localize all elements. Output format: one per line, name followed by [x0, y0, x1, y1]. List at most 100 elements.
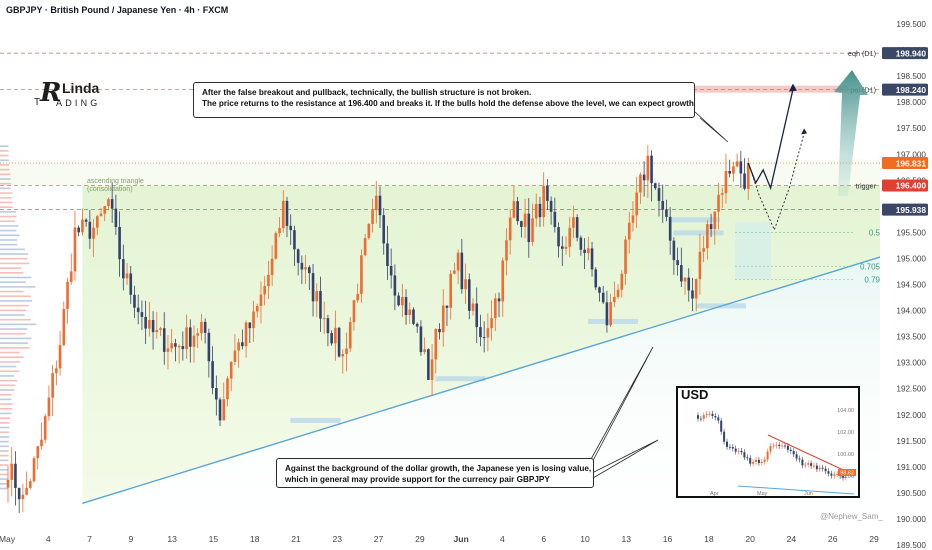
inset-candle	[743, 452, 746, 458]
volume-profile	[0, 145, 37, 490]
usd-inset-chart: 104.00 102.00 100.00 98.00 Apr May Jun 98.62 US…	[676, 386, 860, 498]
volume-bar	[0, 225, 19, 227]
inset-candle	[699, 418, 702, 420]
candle-body	[594, 269, 598, 288]
candle-body	[308, 267, 311, 274]
candle-body	[174, 343, 177, 347]
volume-bar	[0, 173, 11, 176]
candle-body	[382, 215, 386, 244]
price-tick-label: 193.000	[896, 359, 926, 368]
candle-body	[501, 260, 505, 302]
volume-bar	[0, 379, 18, 382]
brand-logo: R Linda T ADING	[34, 78, 144, 116]
time-tick-label: 26	[828, 534, 838, 544]
inset-candle	[717, 417, 720, 421]
inset-candle	[827, 471, 830, 474]
price-tick-label: 192.000	[896, 411, 926, 420]
candle-body	[43, 416, 47, 440]
candle-body	[215, 388, 218, 400]
inset-resistance-line	[767, 434, 855, 476]
candle-body	[185, 327, 188, 350]
volume-bar	[0, 201, 13, 204]
price-tick-label: 189.500	[896, 541, 926, 550]
inset-y-label: 102.00	[837, 430, 854, 436]
volume-bar	[0, 290, 24, 293]
price-badge	[882, 179, 928, 192]
inset-candle	[792, 450, 795, 455]
price-tick-label: 197.500	[896, 124, 926, 133]
inset-x-label: Jun	[804, 491, 813, 496]
candle-body	[177, 346, 181, 348]
candle-body	[248, 322, 252, 329]
candle-body	[196, 333, 200, 336]
watermark: @Nephew_Sam_	[820, 512, 883, 521]
candle-body	[579, 237, 583, 250]
candle-body	[494, 298, 497, 319]
price-tick-label: 194.000	[896, 307, 926, 316]
level-label: trigger	[856, 182, 877, 191]
candle-body	[322, 318, 326, 320]
time-tick-label: 23	[333, 534, 343, 544]
inset-y-label: 100.00	[837, 452, 854, 458]
logo-mark: R	[40, 78, 62, 108]
candle-body	[270, 258, 274, 275]
annotation-top: After the false breakout and pullback, t…	[193, 82, 695, 118]
inset-candle	[781, 445, 784, 447]
volume-bar	[0, 468, 9, 471]
inset-candle	[833, 474, 836, 476]
candle-body	[110, 199, 114, 209]
candle-body	[464, 279, 467, 290]
candle-body	[527, 213, 531, 243]
candle-body	[47, 397, 51, 417]
candle-body	[453, 270, 456, 274]
candle-body	[564, 246, 568, 249]
candle-body	[613, 296, 616, 303]
volume-bar	[0, 450, 9, 452]
volume-bar	[0, 234, 20, 237]
volume-bar	[0, 356, 24, 358]
volume-bar	[0, 342, 29, 344]
volume-bar	[0, 323, 37, 326]
candle-body	[534, 203, 538, 219]
inset-candle	[772, 445, 775, 447]
time-tick-label: 7	[87, 534, 92, 544]
inset-candle	[813, 465, 815, 467]
candle-body	[471, 303, 475, 311]
inset-candle	[705, 413, 708, 416]
volume-bar	[0, 229, 17, 232]
projection-alt-arrowhead	[801, 128, 808, 135]
time-tick-label: 13	[622, 534, 632, 544]
candle-body	[267, 274, 270, 287]
inset-candle	[789, 449, 792, 451]
volume-bar	[0, 239, 18, 241]
candle-body	[728, 171, 731, 174]
inset-candle	[711, 413, 714, 417]
projection-main	[747, 89, 794, 191]
candle-body	[408, 309, 412, 315]
candle-body	[218, 399, 222, 421]
candle-body	[732, 166, 735, 174]
volume-bar	[0, 271, 24, 274]
candle-body	[657, 188, 661, 201]
candle-body	[438, 328, 441, 333]
volume-bar	[0, 407, 13, 410]
candle-body	[706, 224, 709, 249]
inset-candle	[726, 441, 728, 447]
candle-body	[226, 378, 229, 400]
time-tick-label: 16	[663, 534, 673, 544]
candle-body	[345, 348, 348, 354]
time-tick-label: 20	[745, 534, 755, 544]
inset-candle	[810, 463, 813, 466]
volume-bar	[0, 253, 29, 255]
candle-body	[646, 155, 650, 181]
inset-candle	[749, 457, 752, 464]
logo-name-bottom: ADING	[56, 98, 101, 108]
candle-body	[192, 335, 196, 347]
candle-body	[311, 273, 315, 302]
inset-candle	[720, 420, 723, 432]
candle-body	[467, 279, 471, 311]
candle-body	[538, 203, 542, 218]
volume-bar	[0, 403, 13, 405]
inset-y-label: 98.00	[840, 474, 854, 480]
volume-bar	[0, 464, 9, 466]
